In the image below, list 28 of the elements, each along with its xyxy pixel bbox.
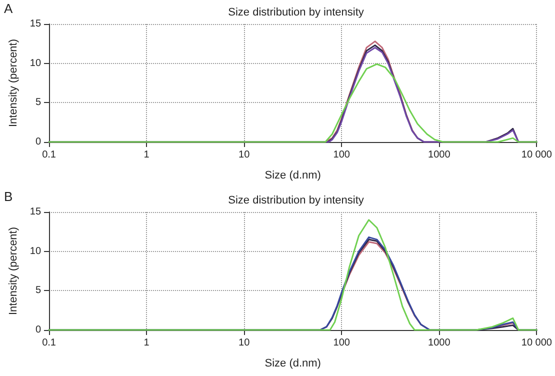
x-tick-label: 0.1	[42, 150, 56, 160]
x-tick-label: 100	[333, 338, 350, 348]
y-axis-title: Intensity (percent)	[8, 38, 20, 128]
x-axis-title: Size (d.nm)	[264, 170, 321, 182]
y-tick-label: 10	[30, 246, 42, 257]
chart-title: Size distribution by intensity	[228, 194, 364, 206]
x-tick-label: 1000	[428, 150, 451, 160]
y-tick-label: 15	[30, 18, 42, 30]
x-tick-label: 0.1	[42, 338, 56, 348]
x-tick-label: 10	[238, 338, 250, 348]
text: B	[4, 189, 13, 204]
x-tick-label: 10	[238, 150, 250, 160]
text: A	[4, 1, 13, 16]
y-tick-label: 5	[35, 285, 42, 296]
y-tick-label: 0	[35, 324, 42, 336]
x-tick-label: 1	[144, 150, 150, 160]
x-axis-title: Size (d.nm)	[264, 358, 321, 370]
x-tick-label: 1000	[428, 338, 451, 348]
x-tick-label: 100	[333, 150, 350, 160]
y-axis-title: Intensity (percent)	[8, 226, 20, 316]
y-tick-label: 0	[35, 136, 42, 148]
x-tick-label: 10 000	[521, 338, 552, 348]
x-tick-label: 10 000	[521, 150, 552, 160]
chart-title: Size distribution by intensity	[228, 6, 364, 18]
y-tick-label: 15	[30, 206, 42, 218]
y-tick-label: 5	[35, 97, 42, 108]
x-tick-label: 1	[144, 338, 150, 348]
y-tick-label: 10	[30, 58, 42, 69]
